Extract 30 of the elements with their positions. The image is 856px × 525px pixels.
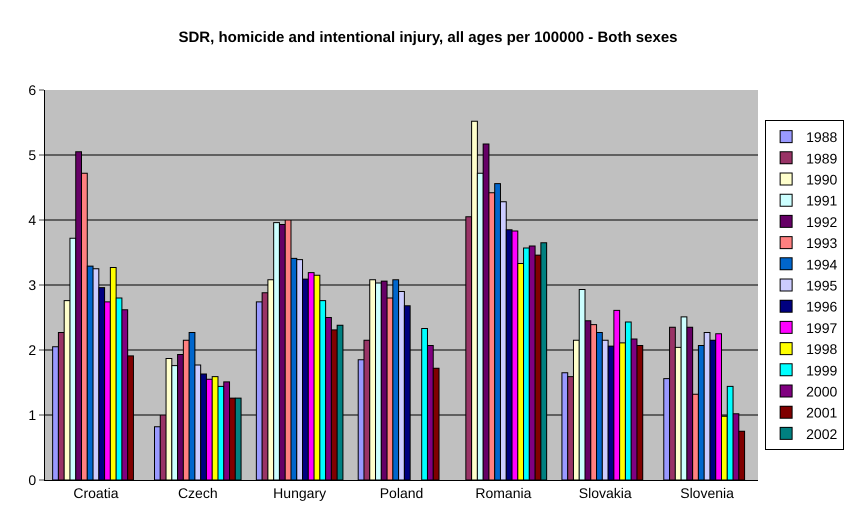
legend-label: 2002 <box>806 426 838 442</box>
x-tick-label: Romania <box>475 484 532 501</box>
chart-title: SDR, homicide and intentional injury, all ages per 100000 - Both sexes <box>178 29 678 46</box>
y-tick-label: 6 <box>28 82 36 98</box>
x-tick-label: Hungary <box>273 484 326 501</box>
legend-label: 1994 <box>806 256 838 272</box>
legend-label: 1999 <box>806 362 838 378</box>
legend-label: 1992 <box>806 214 838 230</box>
legend-label: 1990 <box>806 171 838 188</box>
legend-label: 2000 <box>806 383 838 400</box>
legend-label: 2001 <box>806 404 838 421</box>
y-tick-label: 4 <box>28 212 36 228</box>
x-tick-label: Czech <box>178 484 218 501</box>
legend-label: 1997 <box>806 320 838 336</box>
x-tick-label: Poland <box>380 484 424 501</box>
x-tick-label: Croatia <box>73 484 119 501</box>
legend-label: 1996 <box>806 298 838 315</box>
legend-label: 1989 <box>806 150 838 166</box>
y-tick-label: 5 <box>28 146 36 163</box>
legend-label: 1998 <box>806 341 838 358</box>
y-tick-label: 0 <box>28 472 36 488</box>
y-tick-label: 3 <box>28 276 36 293</box>
legend-label: 1993 <box>806 235 838 252</box>
y-tick-label: 1 <box>28 406 36 423</box>
y-tick-label: 2 <box>28 342 36 358</box>
legend-label: 1995 <box>806 277 838 294</box>
legend-label: 1988 <box>806 129 838 146</box>
x-tick-label: Slovenia <box>680 484 734 501</box>
x-tick-label: Slovakia <box>578 484 632 501</box>
legend-label: 1991 <box>806 192 838 209</box>
